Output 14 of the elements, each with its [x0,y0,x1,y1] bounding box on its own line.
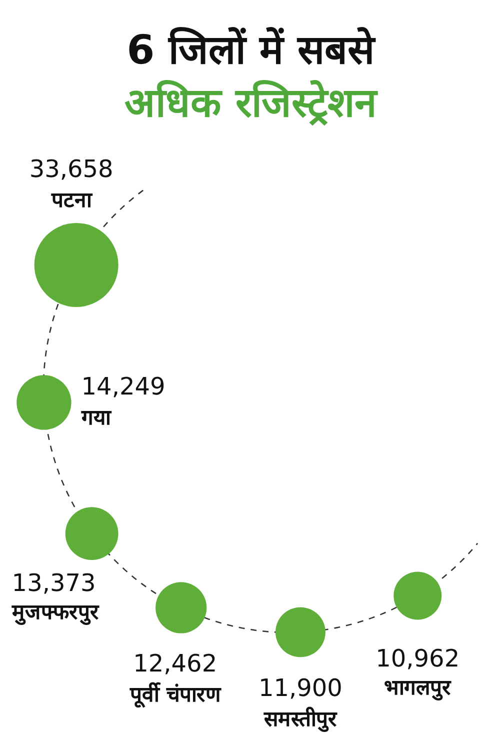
data-label: 13,373 [12,569,96,598]
data-label: 10,962 [376,644,460,673]
category-label: गया [80,405,112,430]
data-label: 33,658 [29,155,114,183]
text: 6 जिलों में सबसे [126,26,376,74]
category-label: भागलपुर [384,676,452,702]
category-label: पूर्वी चंपारण [128,681,222,708]
data-label: 11,900 [258,674,342,702]
category-label: मुजफ्फरपुर [10,600,100,626]
text: अधिक रजिस्ट्रेशन [124,80,378,126]
category-label: समस्तीपुर [262,706,338,734]
category-label: पटना [50,188,94,212]
data-label: 12,462 [133,649,218,678]
data-label: 14,249 [81,372,166,400]
